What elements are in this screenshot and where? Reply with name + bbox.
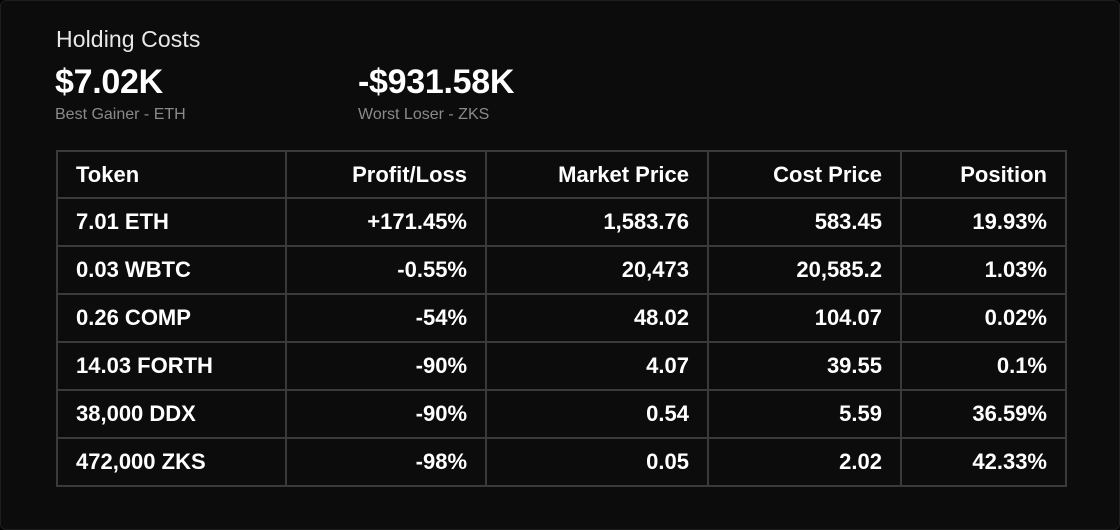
- market-price-cell: 0.54: [485, 389, 709, 439]
- profit-loss-cell: -90%: [285, 389, 487, 439]
- table-row: 38,000 DDX -90% 0.54 5.59 36.59%: [56, 389, 1067, 439]
- token-cell: 7.01 ETH: [56, 197, 287, 247]
- column-header-position: Position: [900, 150, 1067, 199]
- market-price-cell: 0.05: [485, 437, 709, 487]
- profit-loss-cell: -54%: [285, 293, 487, 343]
- profit-loss-cell: -90%: [285, 341, 487, 391]
- position-cell: 42.33%: [900, 437, 1067, 487]
- table-header-row: Token Profit/Loss Market Price Cost Pric…: [56, 150, 1067, 199]
- table-row: 7.01 ETH +171.45% 1,583.76 583.45 19.93%: [56, 197, 1067, 247]
- best-gainer-stat: $7.02K Best Gainer - ETH: [55, 61, 186, 124]
- cost-price-cell: 39.55: [707, 341, 902, 391]
- market-price-cell: 4.07: [485, 341, 709, 391]
- cost-price-cell: 20,585.2: [707, 245, 902, 295]
- position-cell: 1.03%: [900, 245, 1067, 295]
- column-header-token: Token: [56, 150, 287, 199]
- profit-loss-cell: +171.45%: [285, 197, 487, 247]
- column-header-cost-price: Cost Price: [707, 150, 902, 199]
- token-cell: 0.03 WBTC: [56, 245, 287, 295]
- table-row: 0.26 COMP -54% 48.02 104.07 0.02%: [56, 293, 1067, 343]
- token-cell: 14.03 FORTH: [56, 341, 287, 391]
- token-cell: 38,000 DDX: [56, 389, 287, 439]
- column-header-market-price: Market Price: [485, 150, 709, 199]
- market-price-cell: 20,473: [485, 245, 709, 295]
- cost-price-cell: 2.02: [707, 437, 902, 487]
- table-row: 14.03 FORTH -90% 4.07 39.55 0.1%: [56, 341, 1067, 391]
- market-price-cell: 1,583.76: [485, 197, 709, 247]
- table-row: 472,000 ZKS -98% 0.05 2.02 42.33%: [56, 437, 1067, 487]
- market-price-cell: 48.02: [485, 293, 709, 343]
- worst-loser-stat: -$931.58K Worst Loser - ZKS: [358, 61, 514, 124]
- position-cell: 0.02%: [900, 293, 1067, 343]
- table-row: 0.03 WBTC -0.55% 20,473 20,585.2 1.03%: [56, 245, 1067, 295]
- token-cell: 472,000 ZKS: [56, 437, 287, 487]
- column-header-profit-loss: Profit/Loss: [285, 150, 487, 199]
- position-cell: 0.1%: [900, 341, 1067, 391]
- worst-loser-label: Worst Loser - ZKS: [358, 106, 490, 123]
- cost-price-cell: 104.07: [707, 293, 902, 343]
- profit-loss-cell: -0.55%: [285, 245, 487, 295]
- card-title: Holding Costs: [56, 26, 201, 52]
- worst-loser-value: -$931.58K: [358, 63, 515, 101]
- profit-loss-cell: -98%: [285, 437, 487, 487]
- position-cell: 36.59%: [900, 389, 1067, 439]
- position-cell: 19.93%: [900, 197, 1067, 247]
- holdings-table: Token Profit/Loss Market Price Cost Pric…: [56, 150, 1067, 487]
- cost-price-cell: 5.59: [707, 389, 902, 439]
- best-gainer-value: $7.02K: [55, 63, 163, 101]
- best-gainer-label: Best Gainer - ETH: [55, 106, 186, 123]
- cost-price-cell: 583.45: [707, 197, 902, 247]
- token-cell: 0.26 COMP: [56, 293, 287, 343]
